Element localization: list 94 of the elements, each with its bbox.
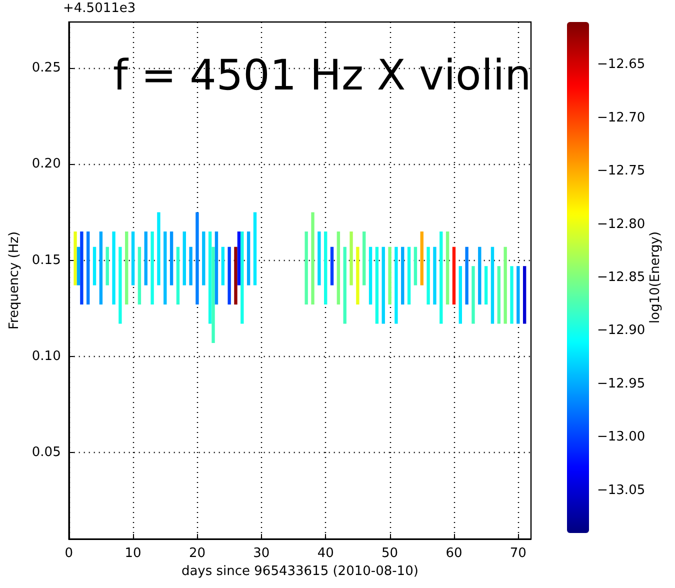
x-tick-label: 40 xyxy=(317,546,334,561)
y-axis-title: Frequency (Hz) xyxy=(7,231,22,330)
bar xyxy=(330,246,334,286)
bar xyxy=(240,231,244,324)
y-tick-label: 0.20 xyxy=(32,156,61,172)
bar xyxy=(118,246,122,324)
bar xyxy=(510,266,514,324)
bar xyxy=(125,231,128,305)
bar xyxy=(253,212,257,286)
bar xyxy=(516,266,520,324)
color-bar-label: −12.65 xyxy=(597,57,646,72)
bar xyxy=(446,231,450,305)
bar xyxy=(472,266,475,324)
color-bar-title: log10(Energy) xyxy=(648,231,664,324)
bar xyxy=(407,246,411,305)
bar xyxy=(336,231,340,305)
color-bar-label: −12.95 xyxy=(597,376,646,392)
bar xyxy=(394,246,398,324)
bar xyxy=(234,246,238,305)
bar xyxy=(426,246,430,305)
bar xyxy=(504,246,507,324)
y-tick-label: 0.25 xyxy=(32,60,61,76)
bar xyxy=(196,212,199,305)
y-tick-label: 0.15 xyxy=(32,252,61,268)
bar xyxy=(182,231,186,286)
color-bar-label: −13.05 xyxy=(597,482,646,498)
bar xyxy=(92,246,96,286)
bar xyxy=(318,231,321,286)
bar xyxy=(522,266,526,324)
bar xyxy=(106,246,109,286)
x-tick-label: 0 xyxy=(64,546,73,561)
bar xyxy=(150,231,154,305)
y-tick-label: 0.05 xyxy=(32,445,61,460)
bar xyxy=(86,231,90,305)
bar xyxy=(490,246,494,324)
bar xyxy=(414,246,418,286)
bar xyxy=(228,246,231,305)
text: +4.5011e3 xyxy=(63,1,136,16)
x-axis-title: days since 965433615 (2010-08-10) xyxy=(181,564,418,579)
bar xyxy=(214,231,218,305)
bar xyxy=(189,246,192,286)
bar xyxy=(362,231,366,286)
x-tick-label: 20 xyxy=(188,546,206,561)
bar xyxy=(324,231,328,305)
bar xyxy=(138,246,142,305)
bar xyxy=(478,246,482,305)
bar xyxy=(164,231,167,305)
bar xyxy=(401,246,404,305)
bar xyxy=(440,231,443,324)
x-tick-label: 60 xyxy=(446,546,462,561)
bar xyxy=(452,246,456,305)
bar xyxy=(304,231,308,305)
bar xyxy=(343,246,346,324)
bar xyxy=(497,266,501,324)
bar xyxy=(212,246,215,343)
bar xyxy=(311,212,314,305)
color-bar-label: −13.00 xyxy=(597,430,646,445)
bar xyxy=(356,246,360,305)
bar xyxy=(465,246,468,305)
bar xyxy=(221,246,224,286)
bar xyxy=(99,231,103,305)
x-tick-label: 70 xyxy=(510,546,526,561)
y-tick-label: 0.10 xyxy=(32,348,61,364)
bar xyxy=(80,231,84,305)
bar xyxy=(246,231,250,286)
bar xyxy=(237,231,241,286)
bar xyxy=(375,246,379,324)
bar xyxy=(131,231,135,286)
bar xyxy=(76,246,80,286)
color-bar-label: −12.85 xyxy=(597,270,646,285)
bar xyxy=(176,246,180,305)
annotation: f = 4501 Hz X violin xyxy=(113,50,532,100)
x-tick-label: 30 xyxy=(253,546,270,561)
x-tick-label: 50 xyxy=(382,546,398,561)
bar xyxy=(74,231,77,286)
color-bar-label: −12.75 xyxy=(597,164,646,179)
color-bar-label: −12.80 xyxy=(597,216,646,232)
bar xyxy=(382,246,385,324)
bar xyxy=(350,231,353,286)
bar xyxy=(157,212,160,286)
bar xyxy=(388,246,392,305)
bar xyxy=(368,246,372,305)
bar xyxy=(112,231,116,305)
bar xyxy=(144,231,148,286)
bar xyxy=(170,231,174,286)
bar xyxy=(433,246,436,305)
bar xyxy=(484,266,488,305)
color-bar-label: −12.70 xyxy=(597,110,646,126)
bar xyxy=(202,231,206,286)
bar xyxy=(420,231,424,286)
color-bar-label: −12.90 xyxy=(597,323,646,338)
x-tick-label: 10 xyxy=(124,546,142,561)
bar xyxy=(458,266,462,324)
bar xyxy=(208,231,212,324)
